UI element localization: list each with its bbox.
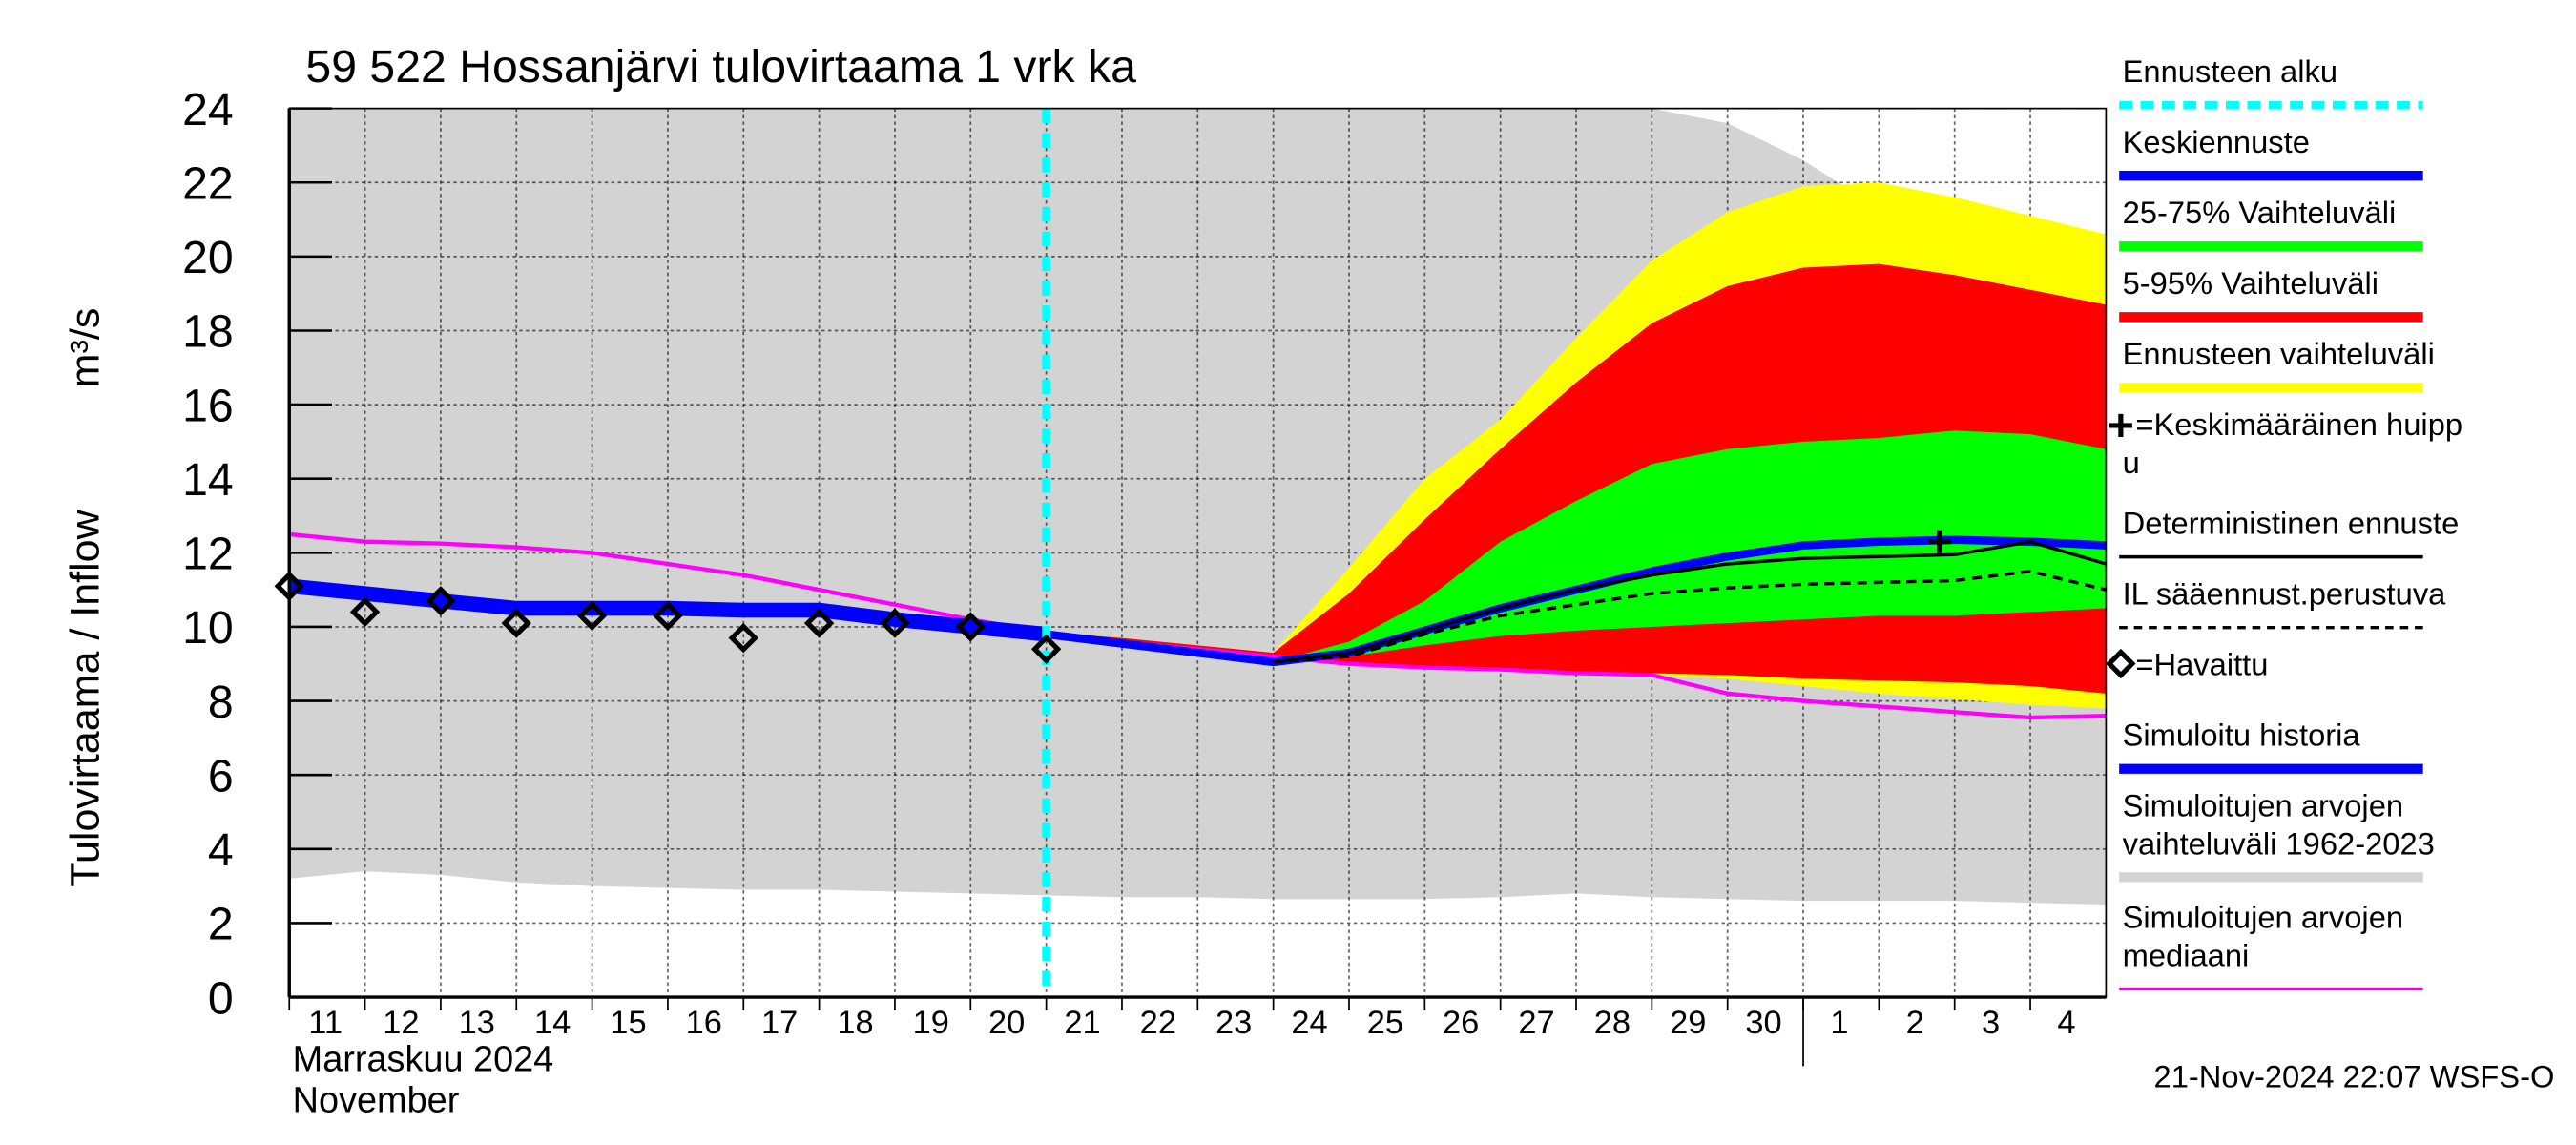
- y-tick-label: 16: [182, 380, 234, 431]
- x-tick-label: 22: [1140, 1005, 1176, 1041]
- x-tick-label: 2: [1906, 1005, 1924, 1041]
- observed-marker: [1030, 634, 1062, 664]
- x-tick-label: 25: [1367, 1005, 1403, 1041]
- month-label: November: [293, 1081, 460, 1121]
- x-tick-label: 4: [2057, 1005, 2075, 1041]
- legend-swatch: [2106, 648, 2136, 679]
- y-tick-label: 0: [208, 972, 234, 1024]
- observed-marker: [955, 612, 986, 642]
- legend-label: u: [2123, 445, 2140, 480]
- band: [1046, 430, 2107, 662]
- observed-marker: [501, 608, 531, 638]
- legend-label: Simuloitujen arvojen: [2123, 900, 2404, 935]
- x-tick-label: 29: [1670, 1005, 1706, 1041]
- x-tick-label: 12: [383, 1005, 419, 1041]
- x-tick-label: 14: [534, 1005, 571, 1041]
- x-tick-label: 24: [1291, 1005, 1327, 1041]
- legend-label: =Havaittu: [2135, 647, 2268, 682]
- legend-label: mediaani: [2123, 937, 2250, 972]
- y-tick-label: 12: [182, 529, 234, 580]
- y-axis-unit: m³/s: [63, 308, 109, 388]
- y-tick-label: 6: [208, 750, 234, 802]
- month-label: Marraskuu 2024: [293, 1040, 554, 1080]
- x-tick-label: 30: [1745, 1005, 1781, 1041]
- x-tick-label: 17: [761, 1005, 798, 1041]
- y-tick-label: 22: [182, 157, 234, 209]
- y-tick-label: 20: [182, 232, 234, 283]
- y-axis-label: Tulovirtaama / Inflow: [63, 509, 109, 886]
- x-tick-label: 19: [913, 1005, 949, 1041]
- legend-label: Simuloitujen arvojen: [2123, 788, 2404, 823]
- y-tick-label: 2: [208, 899, 234, 950]
- plot-clip: [289, 108, 2107, 998]
- legend-label: 5-95% Vaihteluväli: [2123, 265, 2379, 301]
- legend-label: 25-75% Vaihteluväli: [2123, 195, 2397, 230]
- y-tick-label: 24: [182, 84, 234, 135]
- line: [1273, 539, 2107, 664]
- legend-label: Ennusteen vaihteluväli: [2123, 336, 2435, 371]
- x-tick-label: 21: [1064, 1005, 1100, 1041]
- y-tick-label: 14: [182, 454, 234, 506]
- observed-marker: [880, 608, 910, 638]
- x-tick-label: 16: [686, 1005, 722, 1041]
- legend-label: vaihteluväli 1962-2023: [2123, 825, 2435, 861]
- legend-swatch: [2109, 413, 2132, 437]
- observed-marker: [728, 622, 758, 654]
- legend-label: Keskiennuste: [2123, 124, 2310, 159]
- legend: Ennusteen alku Keskiennuste 25-75% Vaihtel…: [2106, 53, 2462, 991]
- x-tick-label: 23: [1215, 1005, 1252, 1041]
- legend-label: =Keskimääräinen huipp: [2135, 406, 2462, 442]
- x-tick-label: 28: [1594, 1005, 1631, 1041]
- observed-marker: [803, 608, 835, 638]
- legend-label: IL sääennust.perustuva: [2123, 576, 2447, 612]
- legend-label: Simuloitu historia: [2123, 718, 2361, 753]
- x-tick-label: 27: [1518, 1005, 1554, 1041]
- legend-label: Deterministinen ennuste: [2123, 506, 2460, 541]
- y-tick-label: 18: [182, 306, 234, 358]
- x-tick-label: 1: [1830, 1005, 1848, 1041]
- x-tick-label: 3: [1982, 1005, 2000, 1041]
- observed-marker: [426, 586, 456, 616]
- x-tick-label: 20: [988, 1005, 1025, 1041]
- y-tick-label: 8: [208, 677, 234, 728]
- peak-marker: [1927, 530, 1951, 553]
- x-tick-label: 15: [610, 1005, 646, 1041]
- observed-marker: [653, 600, 683, 632]
- timestamp: 21-Nov-2024 22:07 WSFS-O: [2154, 1059, 2555, 1094]
- x-tick-label: 11: [308, 1005, 343, 1041]
- x-tick-label: 18: [837, 1005, 873, 1041]
- observed-marker: [576, 600, 608, 632]
- line: [289, 578, 1048, 642]
- legend-label: Ennusteen alku: [2123, 53, 2337, 89]
- observed-marker: [349, 596, 381, 628]
- y-tick-label: 4: [208, 824, 234, 876]
- y-tick-label: 10: [182, 602, 234, 654]
- x-tick-label: 26: [1443, 1005, 1479, 1041]
- x-tick-label: 13: [459, 1005, 495, 1041]
- chart-title: 59 522 Hossanjärvi tulovirtaama 1 vrk ka: [305, 41, 1136, 93]
